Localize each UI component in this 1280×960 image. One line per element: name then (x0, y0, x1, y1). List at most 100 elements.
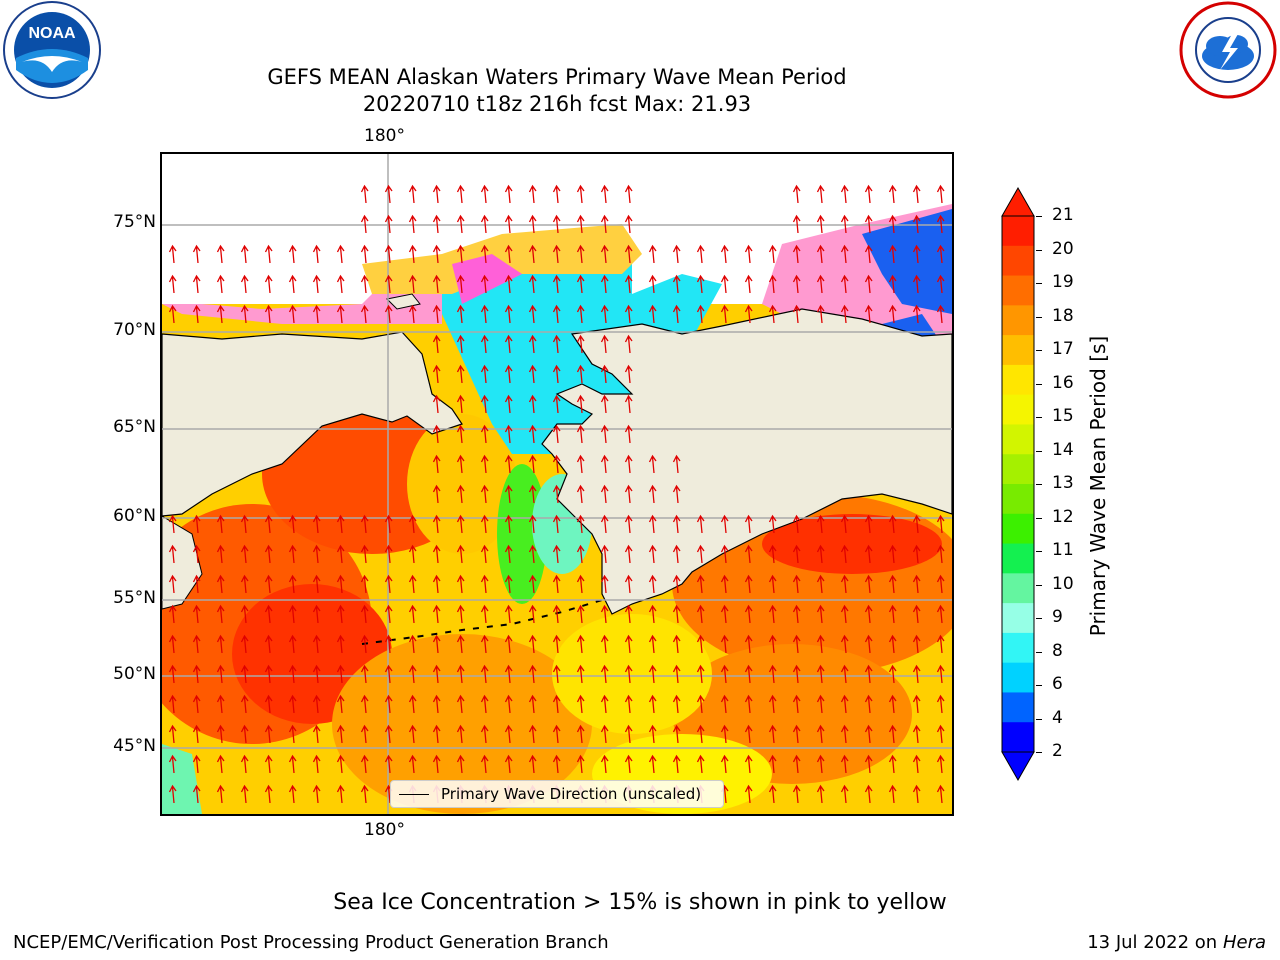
wave-arrow (696, 634, 705, 654)
wave-arrow (552, 514, 561, 534)
wave-arrow (576, 514, 585, 534)
wave-arrow (504, 214, 513, 234)
wave-arrow (600, 544, 609, 564)
wave-arrow (264, 784, 273, 804)
wave-arrow (816, 274, 825, 294)
wave-arrow (552, 754, 561, 774)
wave-arrow (600, 334, 609, 354)
wave-arrow (744, 784, 753, 804)
wave-arrow (816, 604, 825, 624)
colorbar-extend-bottom (1001, 751, 1035, 782)
wave-arrow (360, 574, 369, 594)
wave-arrow (600, 694, 609, 714)
wave-arrow (744, 244, 753, 264)
wave-arrow (528, 244, 537, 264)
colorbar-segment (1002, 275, 1034, 306)
wave-arrow (744, 724, 753, 744)
wave-arrow (648, 604, 657, 624)
wave-arrow (744, 304, 753, 324)
colorbar-segment (1002, 216, 1034, 247)
siberia-land (162, 331, 463, 517)
lat-label-75: 75°N (113, 212, 156, 232)
wave-arrow (240, 304, 249, 324)
wave-arrow (360, 724, 369, 744)
wave-arrow (360, 514, 369, 534)
map-legend: Primary Wave Direction (unscaled) (390, 780, 724, 808)
wave-arrow (600, 364, 609, 384)
wave-arrow (408, 214, 417, 234)
wave-arrow (816, 184, 825, 204)
colorbar-tick-mark (1036, 249, 1042, 251)
wave-arrow (240, 274, 249, 294)
wave-arrow (528, 214, 537, 234)
wave-arrow (192, 694, 201, 714)
wave-arrow (456, 724, 465, 744)
wave-arrow (432, 514, 441, 534)
wave-arrow (792, 694, 801, 714)
wave-arrow (312, 514, 321, 534)
wave-arrow (864, 184, 873, 204)
wave-arrow (936, 664, 945, 684)
colorbar-tick-label: 2 (1052, 741, 1063, 761)
wave-arrow (600, 184, 609, 204)
wave-arrow (480, 334, 489, 354)
lat-label-70: 70°N (113, 320, 156, 340)
colorbar-segment (1002, 245, 1034, 277)
wave-arrow (840, 694, 849, 714)
wave-arrow (432, 484, 441, 504)
wave-arrow (528, 184, 537, 204)
wave-arrow (864, 244, 873, 264)
wave-arrow (600, 244, 609, 264)
wave-arrow (912, 514, 921, 534)
wave-arrow (336, 574, 345, 594)
wave-arrow (504, 544, 513, 564)
wave-arrow (168, 604, 177, 624)
wave-arrow (312, 244, 321, 264)
lon-label-bottom: 180° (364, 820, 405, 840)
wave-arrow (264, 274, 273, 294)
sea-ice-yellow-n (362, 224, 642, 294)
wave-arrow (936, 694, 945, 714)
wave-arrow (408, 574, 417, 594)
wave-arrow (288, 274, 297, 294)
wave-arrow (528, 694, 537, 714)
chart-title-line1: GEFS MEAN Alaskan Waters Primary Wave Me… (267, 65, 847, 89)
footer-date-text: 13 Jul 2022 on (1087, 932, 1223, 953)
wave-arrow (576, 604, 585, 624)
wave-arrow (480, 664, 489, 684)
wave-arrow (336, 304, 345, 324)
wave-arrow (312, 664, 321, 684)
wave-arrow (552, 694, 561, 714)
wave-arrow (480, 214, 489, 234)
wave-arrow (432, 634, 441, 654)
wave-arrow (600, 754, 609, 774)
wave-arrow (600, 214, 609, 234)
wave-arrow (888, 244, 897, 264)
colorbar-tick-label: 19 (1052, 272, 1074, 292)
wave-arrow (672, 514, 681, 534)
wave-arrow (528, 604, 537, 624)
wave-arrow (912, 634, 921, 654)
wave-arrow (768, 574, 777, 594)
wave-arrow (504, 274, 513, 294)
wave-arrow (432, 664, 441, 684)
wave-arrow (936, 274, 945, 294)
wave-arrow (816, 664, 825, 684)
colorbar-tick-label: 13 (1052, 473, 1074, 493)
wave-arrow (456, 604, 465, 624)
wave-arrow (168, 694, 177, 714)
wave-arrow (504, 484, 513, 504)
wave-arrow (648, 274, 657, 294)
wave-arrow (456, 514, 465, 534)
wave-arrow (576, 694, 585, 714)
wave-arrow (792, 304, 801, 324)
wave-arrow (624, 544, 633, 564)
wave-arrow (504, 394, 513, 414)
wave-arrow (360, 784, 369, 804)
wave-arrow (840, 274, 849, 294)
wave-arrow (840, 724, 849, 744)
wave-arrow (336, 784, 345, 804)
wave-arrow (912, 574, 921, 594)
wave-arrow (360, 274, 369, 294)
wave-arrow (576, 424, 585, 444)
